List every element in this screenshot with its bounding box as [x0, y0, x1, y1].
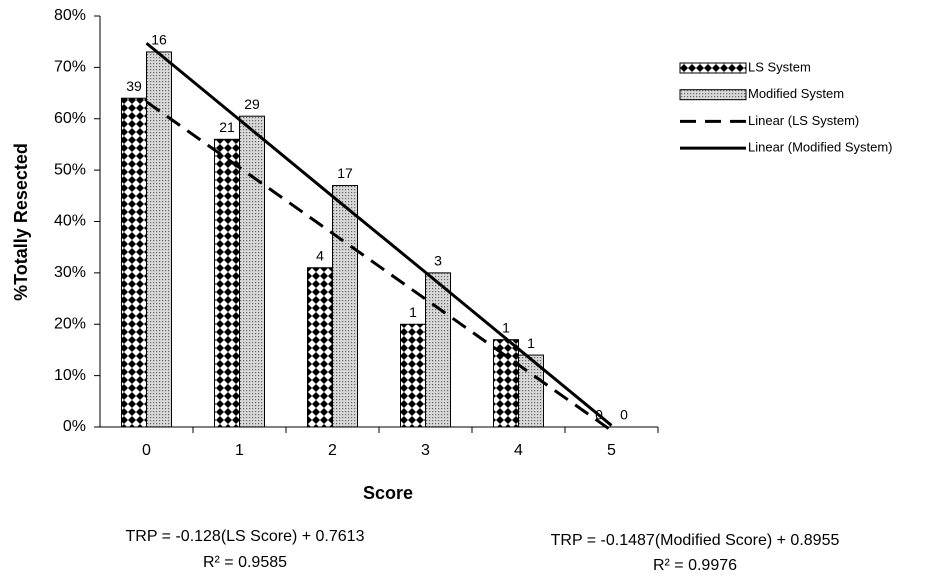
data-label: 21 [219, 119, 235, 135]
data-label: 1 [409, 304, 417, 320]
bar [493, 339, 519, 428]
data-label: 16 [151, 32, 167, 48]
legend-label: Modified System [748, 86, 844, 101]
x-tick-label: 2 [328, 442, 337, 459]
trend-line [145, 42, 613, 427]
x-tick-label: 1 [235, 442, 244, 459]
x-tick-label: 5 [607, 442, 616, 459]
bar [400, 323, 426, 428]
r-squared: R² = 0.9585 [203, 554, 287, 571]
data-label: 4 [316, 247, 324, 263]
y-tick-label: 30% [54, 264, 86, 281]
y-tick-label: 0% [63, 418, 86, 435]
y-tick-label: 80% [54, 7, 86, 24]
bar [214, 138, 240, 428]
y-tick-label: 50% [54, 161, 86, 178]
x-tick-label: 4 [514, 442, 523, 459]
y-tick-label: 40% [54, 213, 86, 230]
x-tick-label: 3 [421, 442, 430, 459]
y-tick-label: 20% [54, 315, 86, 332]
y-tick-label: 60% [54, 110, 86, 127]
data-label: 17 [337, 165, 353, 181]
legend-label: LS System [748, 59, 811, 74]
bar [121, 97, 147, 428]
x-axis-title: Score [363, 483, 413, 503]
data-label: 1 [527, 335, 535, 351]
legend-label: Linear (LS System) [748, 113, 859, 128]
legend-swatch [679, 62, 747, 74]
bar [239, 115, 265, 428]
equation: TRP = -0.1487(Modified Score) + 0.8955 [551, 532, 840, 549]
data-label: 0 [620, 407, 628, 423]
y-axis-title: %Totally Resected [11, 143, 31, 301]
equation: TRP = -0.128(LS Score) + 0.7613 [126, 528, 365, 545]
data-label: 1 [502, 319, 510, 335]
data-label: 29 [244, 96, 260, 112]
legend-swatch [679, 89, 747, 101]
bar [307, 267, 333, 428]
y-tick-label: 70% [54, 59, 86, 76]
legend-label: Linear (Modified System) [748, 140, 893, 155]
y-tick-label: 10% [54, 367, 86, 384]
bar [146, 51, 172, 428]
x-tick-label: 0 [142, 442, 151, 459]
r-squared: R² = 0.9976 [653, 557, 737, 574]
bar [425, 272, 451, 428]
data-label: 39 [126, 78, 142, 94]
trend-line [145, 100, 613, 432]
data-label: 3 [434, 253, 442, 269]
bar [332, 185, 358, 428]
